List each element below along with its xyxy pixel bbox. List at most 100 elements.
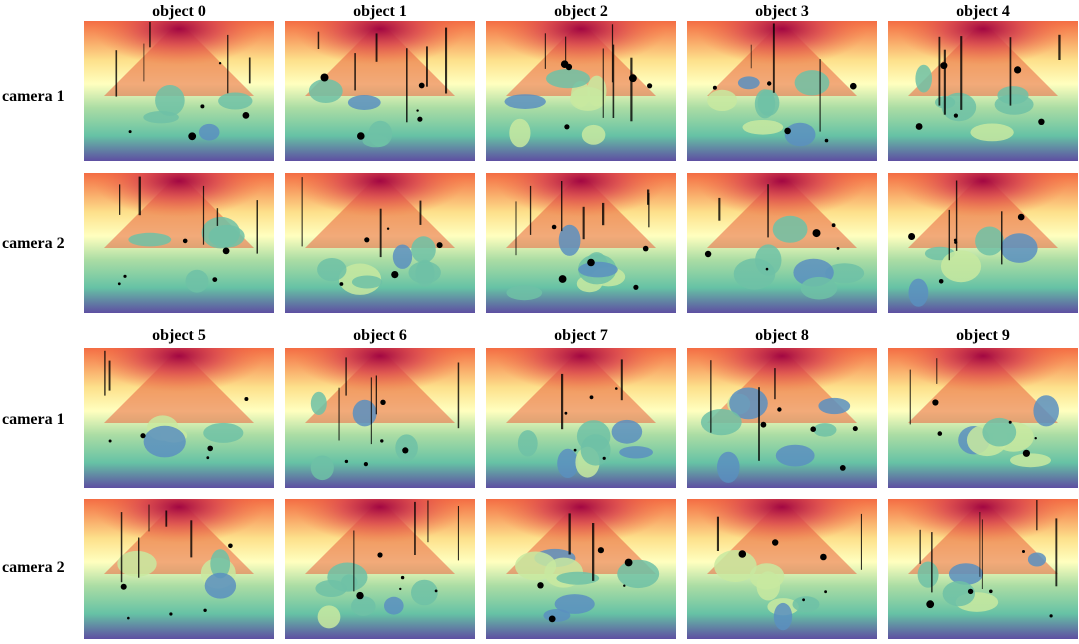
missing-depth-streak (354, 53, 356, 91)
missing-depth-speck (1049, 614, 1053, 618)
missing-depth-speck (784, 127, 791, 135)
missing-depth-speck (222, 247, 230, 255)
depth-image-object-6-camera-2 (285, 499, 475, 639)
scene-object-blob (717, 451, 740, 483)
missing-depth-streak (931, 532, 933, 593)
missing-depth-speck (244, 397, 249, 401)
missing-depth-speck (772, 539, 779, 546)
missing-depth-speck (182, 238, 188, 244)
scene-object-blob (825, 263, 865, 284)
missing-depth-speck (1014, 66, 1022, 74)
missing-depth-speck (417, 116, 423, 122)
scene-object-blob (210, 549, 231, 579)
scene-object-blob (994, 94, 1034, 115)
missing-depth-speck (937, 431, 943, 436)
missing-depth-speck (765, 267, 769, 271)
missing-depth-streak (582, 206, 585, 240)
missing-depth-streak (647, 189, 650, 205)
missing-depth-speck (954, 240, 958, 244)
missing-depth-speck (850, 82, 857, 90)
scene-object-blob (813, 423, 837, 437)
depth-image-object-2-camera-2 (486, 173, 676, 313)
missing-depth-speck (915, 123, 923, 130)
depth-image-object-9-camera-1 (888, 348, 1078, 488)
scene-object-blob (554, 594, 595, 614)
missing-depth-streak (979, 512, 981, 577)
missing-depth-streak (370, 377, 372, 445)
missing-depth-streak (758, 387, 760, 461)
missing-depth-streak (561, 373, 564, 430)
missing-depth-speck (380, 399, 386, 405)
scene-object-blob (742, 120, 784, 135)
missing-depth-streak (981, 519, 983, 589)
scene-object-blob (185, 269, 209, 293)
missing-depth-speck (712, 85, 717, 90)
scene-object-blob (384, 596, 404, 615)
scene-object-blob (773, 602, 793, 631)
missing-depth-speck (391, 271, 399, 279)
missing-depth-streak (216, 208, 219, 226)
scene-object-blob (800, 276, 838, 300)
missing-depth-speck (117, 282, 121, 286)
scene-object-blob (784, 122, 816, 147)
missing-depth-speck (831, 223, 836, 228)
missing-depth-speck (120, 583, 127, 590)
scene-object-blob (775, 444, 815, 467)
missing-depth-streak (148, 504, 150, 532)
missing-depth-streak (406, 48, 408, 123)
missing-depth-speck (558, 275, 567, 283)
missing-depth-streak (955, 180, 958, 251)
missing-depth-streak (1001, 211, 1003, 265)
depth-image-object-8-camera-1 (687, 348, 877, 488)
scene-object-blob (546, 69, 590, 89)
scene-object-blob (143, 425, 186, 458)
missing-depth-speck (587, 258, 595, 267)
depth-image-object-9-camera-2 (888, 499, 1078, 639)
missing-depth-speck (836, 247, 840, 250)
scene-object-blob (310, 455, 334, 481)
missing-depth-speck (380, 439, 384, 443)
missing-depth-streak (138, 176, 141, 216)
missing-depth-speck (218, 62, 222, 65)
missing-depth-streak (427, 500, 429, 543)
missing-depth-speck (207, 445, 213, 452)
column-title-object-9: object 9 (956, 327, 1010, 344)
column-title-object-6: object 6 (353, 327, 407, 344)
scene-object-blob (982, 417, 1017, 447)
missing-depth-speck (108, 439, 112, 443)
scene-object-blob (941, 92, 977, 122)
missing-depth-streak (256, 200, 258, 254)
missing-depth-speck (989, 589, 993, 594)
missing-depth-speck (344, 459, 349, 464)
missing-depth-speck (852, 426, 858, 432)
missing-depth-speck (629, 74, 637, 83)
missing-depth-speck (418, 82, 425, 89)
scene-object-blob (1027, 552, 1047, 567)
missing-depth-streak (948, 209, 950, 261)
missing-depth-streak (414, 501, 416, 555)
scene-object-blob (611, 419, 643, 444)
missing-depth-streak (774, 368, 776, 400)
missing-depth-speck (926, 600, 935, 609)
row-label-camera-2-bottom: camera 2 (2, 559, 65, 576)
missing-depth-speck (760, 421, 767, 428)
missing-depth-speck (399, 587, 402, 591)
scene-object-blob (415, 259, 435, 287)
missing-depth-speck (1022, 449, 1030, 457)
missing-depth-streak (379, 208, 382, 258)
scene-object-blob (707, 89, 738, 111)
depth-image-object-6-camera-1 (285, 348, 475, 488)
missing-depth-streak (353, 530, 355, 592)
scene-object-blob (411, 579, 438, 606)
missing-depth-speck (1022, 550, 1025, 553)
missing-depth-streak (592, 523, 595, 581)
scene-object-blob (506, 285, 543, 301)
missing-depth-speck (242, 112, 250, 119)
missing-depth-speck (932, 399, 939, 406)
missing-depth-streak (529, 185, 532, 235)
missing-depth-speck (386, 227, 390, 230)
missing-depth-streak (568, 513, 571, 555)
scene-object-blob (570, 86, 606, 111)
depth-image-object-0-camera-1 (84, 21, 274, 161)
missing-depth-speck (704, 250, 712, 258)
